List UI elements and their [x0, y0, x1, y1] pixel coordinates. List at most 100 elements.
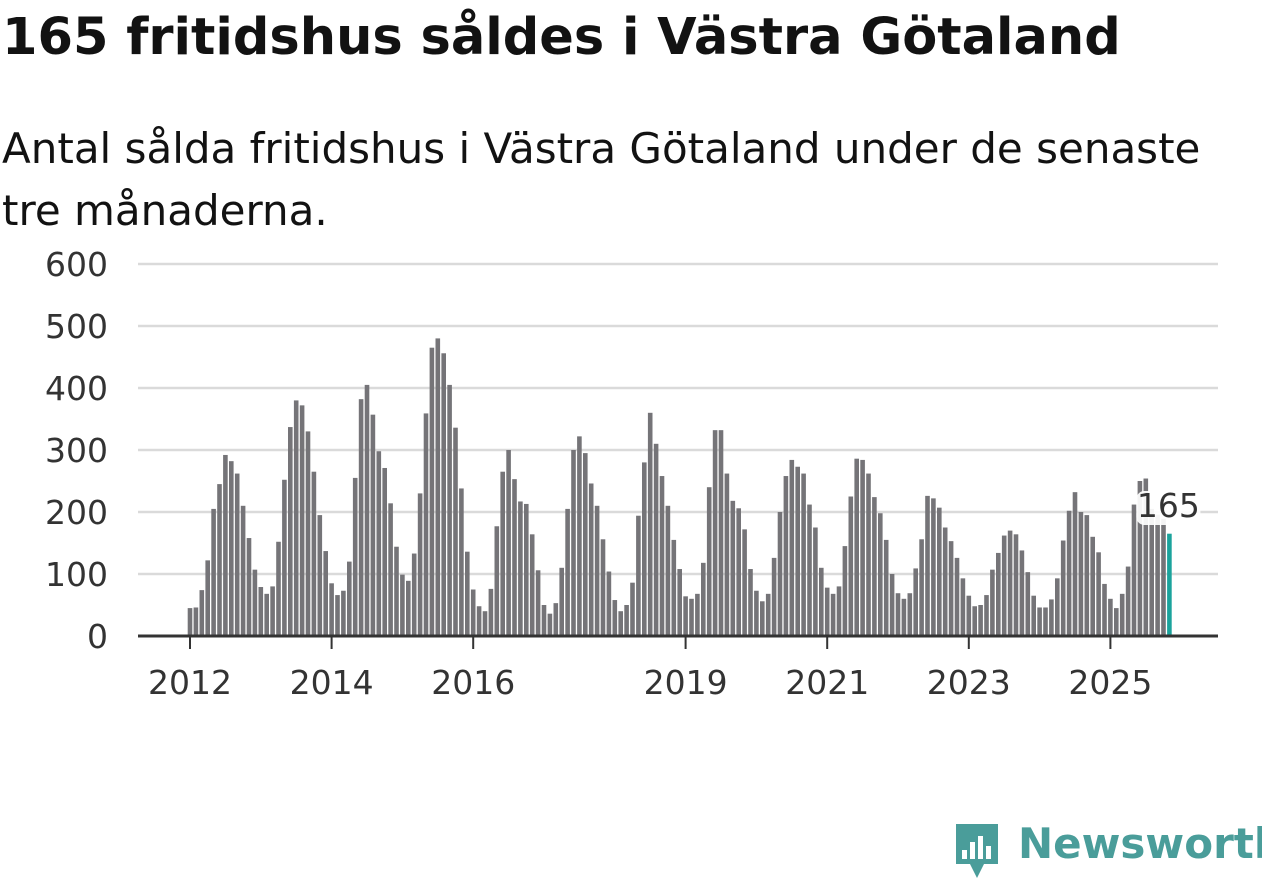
bar: [813, 527, 818, 636]
bar: [671, 539, 677, 636]
bar: [258, 587, 264, 636]
bar: [1007, 530, 1013, 636]
bar: [677, 569, 682, 636]
bar: [199, 590, 205, 636]
bar: [500, 471, 505, 636]
bar: [565, 508, 570, 636]
bar: [229, 461, 234, 636]
bar: [960, 578, 966, 636]
bar: [1102, 583, 1107, 636]
bar: [771, 557, 777, 636]
y-tick-label: 200: [45, 493, 108, 532]
bar: [931, 498, 936, 636]
y-tick-label: 400: [45, 369, 108, 408]
bar: [724, 473, 730, 636]
bar: [966, 595, 972, 636]
bar: [801, 473, 806, 636]
bar: [376, 451, 382, 636]
bar: [695, 593, 700, 636]
bar: [370, 414, 376, 636]
bar: [948, 541, 954, 636]
bar: [689, 598, 694, 636]
bar: [919, 539, 924, 636]
bar: [577, 436, 582, 636]
bar: [606, 571, 612, 636]
x-tick-label: 2023: [927, 663, 1011, 702]
bar: [1137, 481, 1143, 636]
bar: [323, 551, 328, 636]
bar: [1013, 534, 1019, 636]
bar: [1149, 508, 1154, 636]
bar: [1161, 518, 1166, 636]
bar: [311, 471, 317, 636]
bar: [718, 430, 724, 636]
highlighted-bar: [1167, 533, 1172, 636]
bar: [299, 405, 305, 636]
bar: [553, 603, 559, 636]
bar: [642, 462, 647, 636]
bar: [883, 539, 889, 636]
bar: [842, 546, 848, 636]
bar: [600, 539, 606, 636]
bar: [518, 501, 523, 636]
bar: [1019, 550, 1025, 636]
bar: [659, 476, 665, 636]
bar: [588, 483, 594, 636]
bar: [441, 353, 446, 636]
bar: [913, 568, 918, 636]
bar: [807, 504, 812, 636]
y-tick-label: 0: [87, 617, 108, 656]
bar: [388, 503, 393, 636]
bar: [341, 590, 346, 636]
x-tick-label: 2012: [148, 663, 232, 702]
axes: [138, 634, 1218, 649]
bar: [352, 477, 358, 636]
y-tick-label: 300: [45, 431, 108, 470]
bar: [665, 505, 671, 636]
bar: [512, 479, 517, 636]
bar: [925, 495, 930, 636]
bar: [217, 484, 222, 636]
bar: [223, 454, 228, 636]
bar: [347, 561, 352, 636]
bar: [234, 473, 240, 636]
bar: [765, 593, 771, 636]
bar: [470, 589, 476, 636]
bar: [972, 606, 977, 636]
bar: [335, 595, 340, 636]
bar: [795, 466, 800, 636]
bar: [559, 567, 564, 636]
bar: [777, 512, 783, 636]
bar: [1125, 566, 1131, 636]
bar: [984, 595, 989, 636]
bar: [1025, 572, 1031, 636]
chart-subtitle: Antal sålda fritidshus i Västra Götaland…: [2, 124, 1201, 235]
annotation-background: [1136, 491, 1201, 525]
bar: [240, 505, 246, 636]
x-tick-label: 2016: [431, 663, 515, 702]
bar: [329, 583, 334, 636]
y-tick-label: 600: [45, 245, 108, 284]
bar: [612, 600, 618, 636]
bar: [282, 479, 287, 636]
bar: [789, 459, 795, 636]
bar: [712, 430, 718, 636]
bar: [860, 459, 865, 636]
bar: [878, 513, 883, 636]
bar: [636, 515, 641, 636]
bar: [411, 553, 417, 636]
bar-chart-badge-icon: [956, 824, 998, 878]
bar: [317, 515, 323, 636]
bar: [406, 580, 411, 636]
bar: [288, 427, 293, 636]
bar: [465, 551, 470, 636]
bar: [506, 450, 511, 636]
bar: [836, 586, 842, 636]
bar: [488, 588, 494, 636]
bar: [482, 611, 488, 636]
bar: [1066, 510, 1072, 636]
latest-value-label: 165: [1137, 486, 1200, 525]
bar: [453, 427, 458, 636]
bar: [683, 596, 688, 636]
